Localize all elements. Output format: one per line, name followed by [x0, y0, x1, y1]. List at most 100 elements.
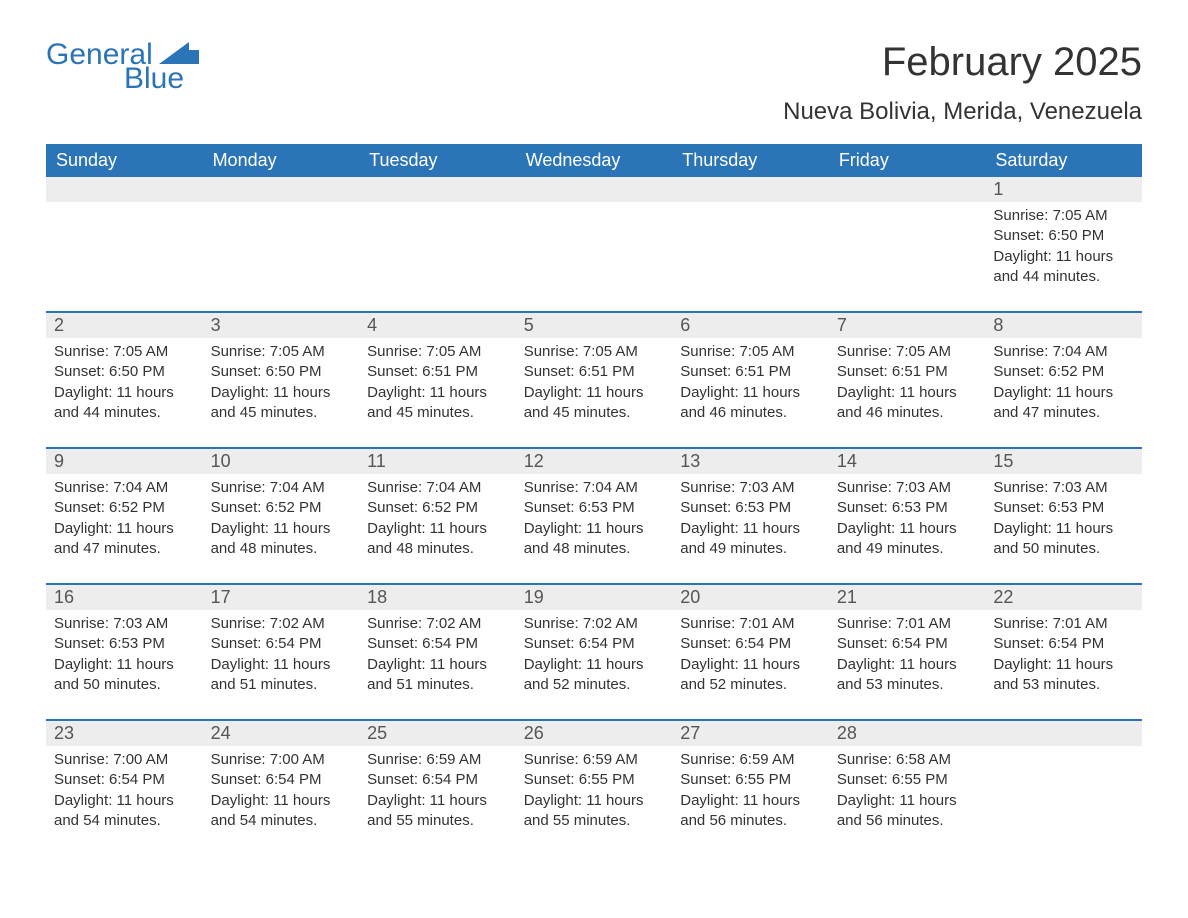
calendar-week-row: 2Sunrise: 7:05 AMSunset: 6:50 PMDaylight…	[46, 312, 1142, 448]
day-details: Sunrise: 7:04 AMSunset: 6:52 PMDaylight:…	[46, 474, 203, 583]
daylight-line: Daylight: 11 hours and 56 minutes.	[837, 791, 978, 832]
sunset-line: Sunset: 6:54 PM	[211, 634, 352, 654]
day-number: 6	[672, 313, 829, 338]
sunrise-line: Sunrise: 7:05 AM	[680, 342, 821, 362]
day-details: Sunrise: 7:04 AMSunset: 6:53 PMDaylight:…	[516, 474, 673, 583]
sunset-line: Sunset: 6:55 PM	[837, 770, 978, 790]
day-number: 9	[46, 449, 203, 474]
daylight-line: Daylight: 11 hours and 53 minutes.	[993, 655, 1134, 696]
calendar-cell	[985, 720, 1142, 855]
sunset-line: Sunset: 6:54 PM	[680, 634, 821, 654]
calendar-cell: 8Sunrise: 7:04 AMSunset: 6:52 PMDaylight…	[985, 312, 1142, 448]
day-details: Sunrise: 7:00 AMSunset: 6:54 PMDaylight:…	[203, 746, 360, 855]
daylight-line: Daylight: 11 hours and 49 minutes.	[837, 519, 978, 560]
daylight-line: Daylight: 11 hours and 47 minutes.	[54, 519, 195, 560]
day-details: Sunrise: 7:05 AMSunset: 6:51 PMDaylight:…	[672, 338, 829, 447]
daylight-line: Daylight: 11 hours and 47 minutes.	[993, 383, 1134, 424]
day-number: 14	[829, 449, 986, 474]
daylight-line: Daylight: 11 hours and 45 minutes.	[524, 383, 665, 424]
location-subtitle: Nueva Bolivia, Merida, Venezuela	[783, 98, 1142, 126]
calendar-cell: 16Sunrise: 7:03 AMSunset: 6:53 PMDayligh…	[46, 584, 203, 720]
day-details: Sunrise: 6:59 AMSunset: 6:54 PMDaylight:…	[359, 746, 516, 855]
weekday-header: Thursday	[672, 144, 829, 177]
daylight-line: Daylight: 11 hours and 52 minutes.	[524, 655, 665, 696]
weekday-header-row: Sunday Monday Tuesday Wednesday Thursday…	[46, 144, 1142, 177]
day-details: Sunrise: 7:04 AMSunset: 6:52 PMDaylight:…	[359, 474, 516, 583]
daylight-line: Daylight: 11 hours and 44 minutes.	[993, 247, 1134, 288]
weekday-header: Friday	[829, 144, 986, 177]
calendar-week-row: 1Sunrise: 7:05 AMSunset: 6:50 PMDaylight…	[46, 177, 1142, 312]
day-number	[359, 177, 516, 202]
sunrise-line: Sunrise: 6:59 AM	[680, 750, 821, 770]
calendar-cell: 23Sunrise: 7:00 AMSunset: 6:54 PMDayligh…	[46, 720, 203, 855]
calendar-cell: 5Sunrise: 7:05 AMSunset: 6:51 PMDaylight…	[516, 312, 673, 448]
sunrise-line: Sunrise: 7:05 AM	[54, 342, 195, 362]
sunrise-line: Sunrise: 7:03 AM	[54, 614, 195, 634]
day-number	[203, 177, 360, 202]
daylight-line: Daylight: 11 hours and 50 minutes.	[993, 519, 1134, 560]
sunset-line: Sunset: 6:50 PM	[993, 226, 1134, 246]
sunset-line: Sunset: 6:50 PM	[211, 362, 352, 382]
calendar-cell: 14Sunrise: 7:03 AMSunset: 6:53 PMDayligh…	[829, 448, 986, 584]
day-details: Sunrise: 7:05 AMSunset: 6:50 PMDaylight:…	[46, 338, 203, 447]
sunrise-line: Sunrise: 7:02 AM	[524, 614, 665, 634]
weekday-header: Tuesday	[359, 144, 516, 177]
day-number: 2	[46, 313, 203, 338]
sunrise-line: Sunrise: 7:05 AM	[993, 206, 1134, 226]
sunrise-line: Sunrise: 7:05 AM	[211, 342, 352, 362]
sunset-line: Sunset: 6:51 PM	[837, 362, 978, 382]
day-number	[516, 177, 673, 202]
calendar-cell: 24Sunrise: 7:00 AMSunset: 6:54 PMDayligh…	[203, 720, 360, 855]
calendar-cell: 12Sunrise: 7:04 AMSunset: 6:53 PMDayligh…	[516, 448, 673, 584]
daylight-line: Daylight: 11 hours and 52 minutes.	[680, 655, 821, 696]
day-number: 20	[672, 585, 829, 610]
sunset-line: Sunset: 6:52 PM	[54, 498, 195, 518]
calendar-cell: 6Sunrise: 7:05 AMSunset: 6:51 PMDaylight…	[672, 312, 829, 448]
day-details: Sunrise: 6:59 AMSunset: 6:55 PMDaylight:…	[672, 746, 829, 855]
sunset-line: Sunset: 6:51 PM	[680, 362, 821, 382]
brand-logo: General Blue	[46, 40, 199, 94]
day-details	[516, 202, 673, 298]
day-number: 27	[672, 721, 829, 746]
day-details: Sunrise: 7:02 AMSunset: 6:54 PMDaylight:…	[203, 610, 360, 719]
brand-word2: Blue	[124, 64, 199, 94]
calendar-cell: 27Sunrise: 6:59 AMSunset: 6:55 PMDayligh…	[672, 720, 829, 855]
calendar-cell	[829, 177, 986, 312]
daylight-line: Daylight: 11 hours and 55 minutes.	[524, 791, 665, 832]
calendar-cell	[672, 177, 829, 312]
daylight-line: Daylight: 11 hours and 51 minutes.	[211, 655, 352, 696]
sunrise-line: Sunrise: 7:05 AM	[367, 342, 508, 362]
calendar-cell	[46, 177, 203, 312]
calendar-cell: 17Sunrise: 7:02 AMSunset: 6:54 PMDayligh…	[203, 584, 360, 720]
daylight-line: Daylight: 11 hours and 45 minutes.	[211, 383, 352, 424]
day-details: Sunrise: 7:03 AMSunset: 6:53 PMDaylight:…	[46, 610, 203, 719]
calendar-cell: 2Sunrise: 7:05 AMSunset: 6:50 PMDaylight…	[46, 312, 203, 448]
daylight-line: Daylight: 11 hours and 46 minutes.	[680, 383, 821, 424]
sunset-line: Sunset: 6:53 PM	[837, 498, 978, 518]
day-details: Sunrise: 7:05 AMSunset: 6:50 PMDaylight:…	[203, 338, 360, 447]
sunset-line: Sunset: 6:54 PM	[993, 634, 1134, 654]
sunset-line: Sunset: 6:54 PM	[211, 770, 352, 790]
day-details: Sunrise: 7:01 AMSunset: 6:54 PMDaylight:…	[985, 610, 1142, 719]
day-number: 4	[359, 313, 516, 338]
day-details: Sunrise: 7:03 AMSunset: 6:53 PMDaylight:…	[985, 474, 1142, 583]
day-number: 7	[829, 313, 986, 338]
day-details: Sunrise: 7:02 AMSunset: 6:54 PMDaylight:…	[359, 610, 516, 719]
calendar-cell: 7Sunrise: 7:05 AMSunset: 6:51 PMDaylight…	[829, 312, 986, 448]
day-details: Sunrise: 7:04 AMSunset: 6:52 PMDaylight:…	[203, 474, 360, 583]
day-number: 3	[203, 313, 360, 338]
day-number: 12	[516, 449, 673, 474]
day-details	[672, 202, 829, 298]
calendar-week-row: 9Sunrise: 7:04 AMSunset: 6:52 PMDaylight…	[46, 448, 1142, 584]
day-number: 22	[985, 585, 1142, 610]
day-number	[829, 177, 986, 202]
calendar-week-row: 16Sunrise: 7:03 AMSunset: 6:53 PMDayligh…	[46, 584, 1142, 720]
sunset-line: Sunset: 6:51 PM	[367, 362, 508, 382]
day-number: 25	[359, 721, 516, 746]
calendar-cell: 20 Sunrise: 7:01 AMSunset: 6:54 PMDayligh…	[672, 584, 829, 720]
calendar-table: Sunday Monday Tuesday Wednesday Thursday…	[46, 144, 1142, 855]
daylight-line: Daylight: 11 hours and 55 minutes.	[367, 791, 508, 832]
calendar-cell: 3Sunrise: 7:05 AMSunset: 6:50 PMDaylight…	[203, 312, 360, 448]
sunrise-line: Sunrise: 7:01 AM	[680, 614, 821, 634]
sunset-line: Sunset: 6:54 PM	[54, 770, 195, 790]
